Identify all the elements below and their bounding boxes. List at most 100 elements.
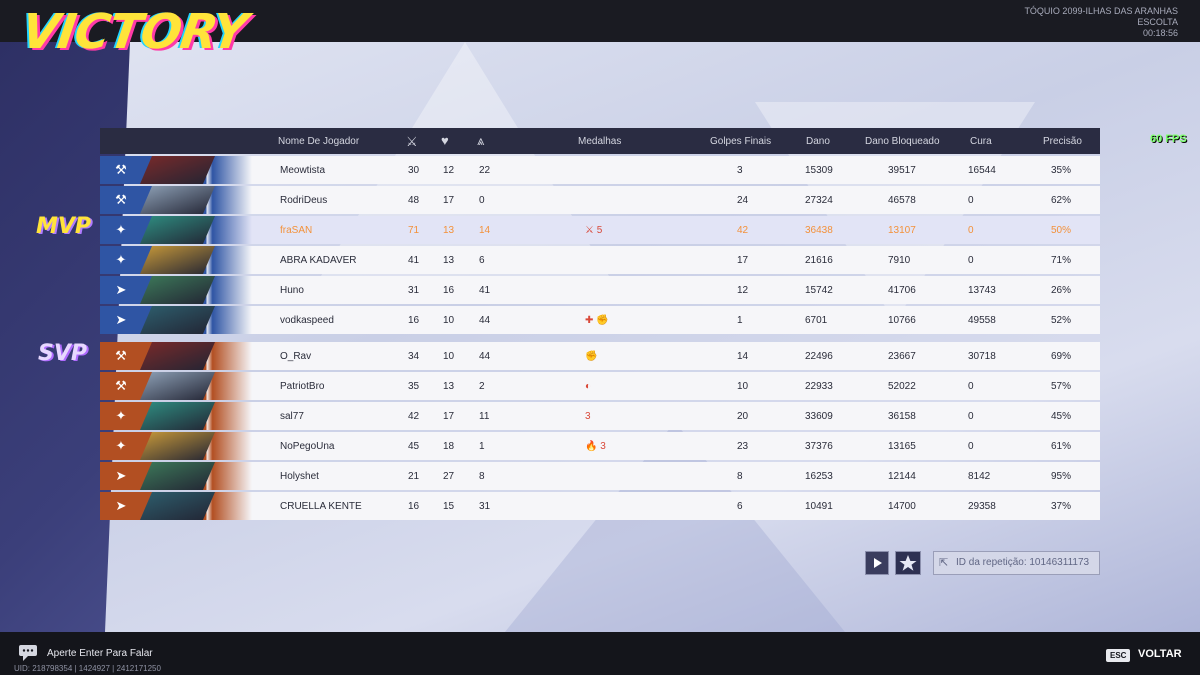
healing: 0: [968, 381, 974, 392]
player-name[interactable]: PatriotBro: [280, 381, 324, 392]
vanguard-role-icon: ⚒: [110, 378, 132, 394]
healing: 0: [968, 225, 974, 236]
player-name[interactable]: NoPegoUna: [280, 441, 334, 452]
player-name[interactable]: Meowtista: [280, 165, 325, 176]
match-time: 00:18:56: [1024, 28, 1178, 39]
blue-team-rows: ⚒ Meowtista 30 12 22 3 15309 39517 16544 35% ⚒ Rodr…: [100, 156, 1100, 334]
hero-portrait: ⚒: [100, 372, 252, 400]
table-row[interactable]: ✦ NoPegoUna 45 18 1 🔥 3 23 37376 13165 0 61%: [100, 432, 1100, 460]
player-name[interactable]: Huno: [280, 285, 304, 296]
map-name: TÓQUIO 2099-ILHAS DAS ARANHAS: [1024, 6, 1178, 17]
accuracy: 95%: [1051, 471, 1071, 482]
kills: 35: [408, 381, 419, 392]
mvp-badge: MVP: [36, 214, 91, 239]
back-button[interactable]: VOLTAR: [1138, 648, 1182, 660]
player-name[interactable]: vodkaspeed: [280, 315, 334, 326]
table-row[interactable]: ⚒ RodriDeus 48 17 0 24 27324 46578 0 62%: [100, 186, 1100, 214]
vanguard-role-icon: ⚒: [110, 192, 132, 208]
table-row[interactable]: ⚒ Meowtista 30 12 22 3 15309 39517 16544 35%: [100, 156, 1100, 184]
esc-key-badge[interactable]: ESC: [1106, 649, 1130, 662]
damage: 37376: [805, 441, 833, 452]
strategist-role-icon: ➤: [110, 498, 132, 514]
kills: 21: [408, 471, 419, 482]
table-row[interactable]: ⚒ PatriotBro 35 13 2 ◐ 10 22933 52022 0 57%: [100, 372, 1100, 400]
assists: 44: [479, 315, 490, 326]
accuracy: 69%: [1051, 351, 1071, 362]
player-name[interactable]: sal77: [280, 411, 304, 422]
accuracy: 45%: [1051, 411, 1071, 422]
assists: 44: [479, 351, 490, 362]
damage: 6701: [805, 315, 827, 326]
final-hits: 17: [737, 255, 748, 266]
final-hits: 3: [737, 165, 743, 176]
healing: 0: [968, 411, 974, 422]
game-mode: ESCOLTA: [1024, 17, 1178, 28]
duelist-role-icon: ✦: [110, 252, 132, 268]
broken-heart-icon: ♥: [441, 133, 449, 148]
damage-blocked: 10766: [888, 315, 916, 326]
final-hits: 24: [737, 195, 748, 206]
damage: 27324: [805, 195, 833, 206]
share-icon: ⇱: [939, 556, 948, 569]
final-hits: 1: [737, 315, 743, 326]
kills: 45: [408, 441, 419, 452]
table-row[interactable]: ✦ sal77 42 17 11 3 20 33609 36158 0 45%: [100, 402, 1100, 430]
kills: 16: [408, 501, 419, 512]
table-header: Nome De Jogador ⚔ ♥ ⩓ Medalhas Golpes Fi…: [100, 128, 1100, 154]
hero-image: [140, 402, 215, 430]
col-blocked: Dano Bloqueado: [865, 136, 940, 147]
healing: 0: [968, 195, 974, 206]
hero-portrait: ➤: [100, 492, 252, 520]
damage: 16253: [805, 471, 833, 482]
play-replay-button[interactable]: [865, 551, 889, 575]
hero-portrait: ✦: [100, 402, 252, 430]
hero-portrait: ➤: [100, 462, 252, 490]
table-row[interactable]: ➤ vodkaspeed 16 10 44 ✚ ✊ 1 6701 10766 49558 52%: [100, 306, 1100, 334]
healing: 0: [968, 255, 974, 266]
accuracy: 52%: [1051, 315, 1071, 326]
favorite-button[interactable]: [895, 551, 921, 575]
table-row[interactable]: ✦ ABRA KADAVER 41 13 6 17 21616 7910 0 71%: [100, 246, 1100, 274]
damage: 15742: [805, 285, 833, 296]
final-hits: 42: [737, 225, 748, 236]
bottom-bar: [0, 632, 1200, 675]
replay-id-field[interactable]: ⇱ ID da repetição: 10146311173: [933, 551, 1100, 575]
damage-blocked: 23667: [888, 351, 916, 362]
damage: 22496: [805, 351, 833, 362]
player-name[interactable]: fraSAN: [280, 225, 312, 236]
medals: 3: [585, 411, 591, 422]
damage: 33609: [805, 411, 833, 422]
player-name[interactable]: CRUELLA KENTE: [280, 501, 362, 512]
deaths: 12: [443, 165, 454, 176]
table-row[interactable]: ➤ Holyshet 21 27 8 8 16253 12144 8142 95%: [100, 462, 1100, 490]
table-row[interactable]: ⚒ O_Rav 34 10 44 ✊ 14 22496 23667 30718 69%: [100, 342, 1100, 370]
healing: 8142: [968, 471, 990, 482]
player-name[interactable]: RodriDeus: [280, 195, 327, 206]
kills: 41: [408, 255, 419, 266]
assists: 1: [479, 441, 485, 452]
deaths: 13: [443, 225, 454, 236]
accuracy: 50%: [1051, 225, 1071, 236]
accuracy: 26%: [1051, 285, 1071, 296]
hero-image: [140, 372, 215, 400]
play-icon: [866, 552, 888, 574]
healing: 49558: [968, 315, 996, 326]
hero-image: [140, 306, 215, 334]
damage-blocked: 12144: [888, 471, 916, 482]
hero-image: [140, 492, 215, 520]
table-row[interactable]: ✦ fraSAN 71 13 14 ⚔ 5 42 36438 13107 0 50%: [100, 216, 1100, 244]
player-name[interactable]: O_Rav: [280, 351, 311, 362]
hero-image: [140, 216, 215, 244]
hero-portrait: ✦: [100, 246, 252, 274]
deaths: 18: [443, 441, 454, 452]
table-row[interactable]: ➤ Huno 31 16 41 12 15742 41706 13743 26%: [100, 276, 1100, 304]
chat-icon[interactable]: [18, 644, 40, 662]
player-name[interactable]: Holyshet: [280, 471, 319, 482]
strategist-role-icon: ➤: [110, 312, 132, 328]
hero-portrait: ✦: [100, 432, 252, 460]
player-name[interactable]: ABRA KADAVER: [280, 255, 357, 266]
deaths: 27: [443, 471, 454, 482]
col-final-hits: Golpes Finais: [710, 136, 771, 147]
accuracy: 37%: [1051, 501, 1071, 512]
table-row[interactable]: ➤ CRUELLA KENTE 16 15 31 6 10491 14700 29358 37%: [100, 492, 1100, 520]
